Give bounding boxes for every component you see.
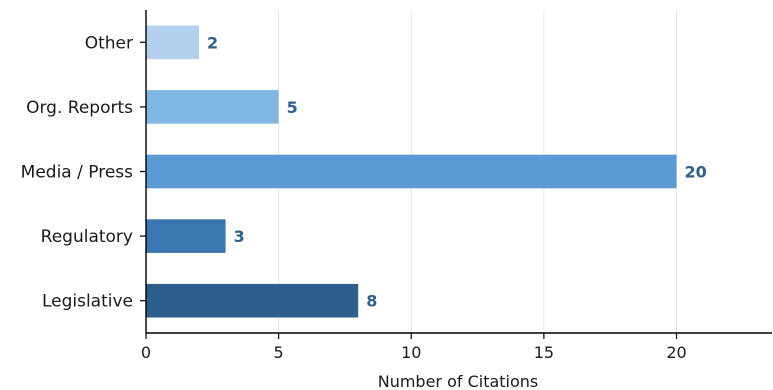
value-label-regulatory: 3 bbox=[234, 227, 245, 246]
bar-org-reports bbox=[146, 90, 279, 124]
x-tick-label-20: 20 bbox=[666, 343, 686, 362]
bar-media-press bbox=[146, 154, 677, 189]
category-label-legislative: Legislative bbox=[42, 292, 133, 312]
category-label-media-press: Media / Press bbox=[21, 163, 133, 183]
bar-other bbox=[146, 25, 200, 60]
category-label-other: Other bbox=[85, 33, 133, 53]
category-label-org-reports: Org. Reports bbox=[26, 98, 133, 118]
value-label-org-reports: 5 bbox=[287, 98, 298, 117]
bars bbox=[146, 25, 677, 318]
x-tick-label-5: 5 bbox=[274, 343, 284, 362]
x-axis-title: Number of Citations bbox=[378, 372, 539, 390]
bar-value-labels: 8 3 20 5 2 bbox=[207, 33, 707, 310]
x-tick-label-0: 0 bbox=[141, 343, 151, 362]
value-label-legislative: 8 bbox=[366, 292, 377, 311]
category-label-regulatory: Regulatory bbox=[41, 227, 133, 247]
x-tick-label-10: 10 bbox=[401, 343, 421, 362]
bar-legislative bbox=[146, 283, 359, 318]
value-label-media-press: 20 bbox=[685, 163, 707, 182]
value-label-other: 2 bbox=[207, 33, 218, 52]
x-tick-label-15: 15 bbox=[534, 343, 554, 362]
x-axis-ticks: 0 5 10 15 20 bbox=[140, 41, 687, 362]
bar-regulatory bbox=[146, 219, 226, 253]
y-axis-category-labels: Legislative Regulatory Media / Press Org. R… bbox=[21, 33, 133, 311]
